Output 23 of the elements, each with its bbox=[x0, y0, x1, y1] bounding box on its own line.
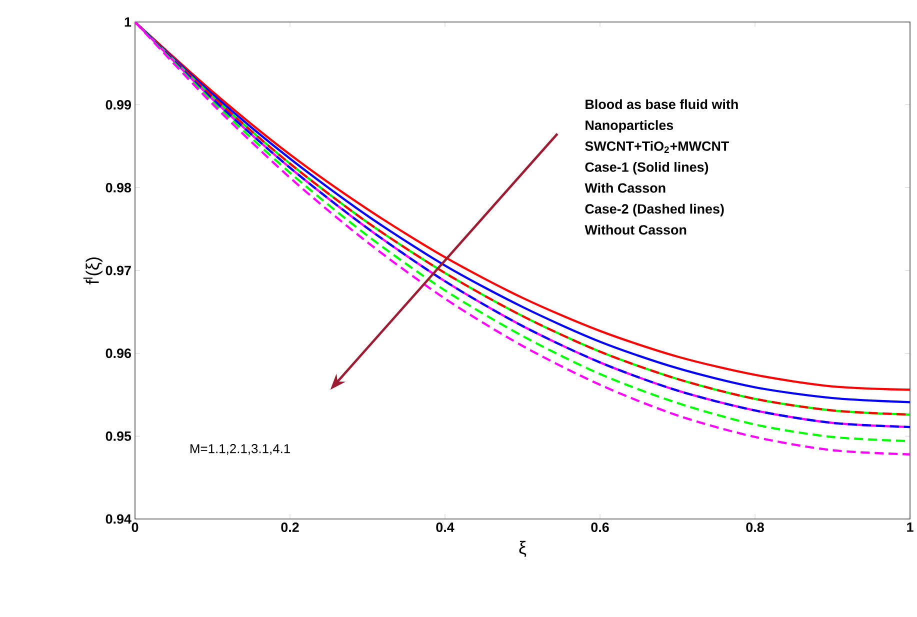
annotation: M=1.1,2.1,3.1,4.1 bbox=[190, 444, 290, 455]
y-tick-label: 0.95 bbox=[106, 431, 132, 441]
x-tick-label: 0.2 bbox=[281, 522, 299, 532]
annotation: Case-1 (Solid lines) bbox=[585, 162, 708, 175]
y-tick-label: 0.94 bbox=[106, 514, 132, 524]
y-tick-label: 0.99 bbox=[106, 100, 131, 110]
annotation: Case-2 (Dashed lines) bbox=[585, 204, 724, 216]
annotation: Blood as base fluid with bbox=[586, 99, 738, 110]
x-axis-title: ξ bbox=[519, 540, 526, 557]
annotation: Nanoparticles bbox=[586, 120, 674, 133]
annotation: With Casson bbox=[584, 182, 666, 193]
y-tick-label: 1 bbox=[124, 17, 132, 27]
x-tick-label: 0.6 bbox=[591, 522, 609, 532]
y-tick-label: 0.98 bbox=[106, 182, 132, 192]
x-tick-label: 0.8 bbox=[746, 522, 764, 532]
y-tick-label: 0.96 bbox=[106, 348, 132, 358]
x-tick-label: 0 bbox=[132, 522, 138, 532]
x-tick-label: 0.4 bbox=[436, 522, 454, 532]
annotation: Without Casson bbox=[584, 224, 686, 235]
annotation: SWCNT+TiO$_{2}$+MWCNT bbox=[585, 141, 730, 153]
y-axis-title: f$^{l}$(ξ) bbox=[83, 257, 102, 284]
y-tick-label: 0.97 bbox=[106, 266, 131, 276]
x-tick-label: 1 bbox=[907, 522, 914, 532]
